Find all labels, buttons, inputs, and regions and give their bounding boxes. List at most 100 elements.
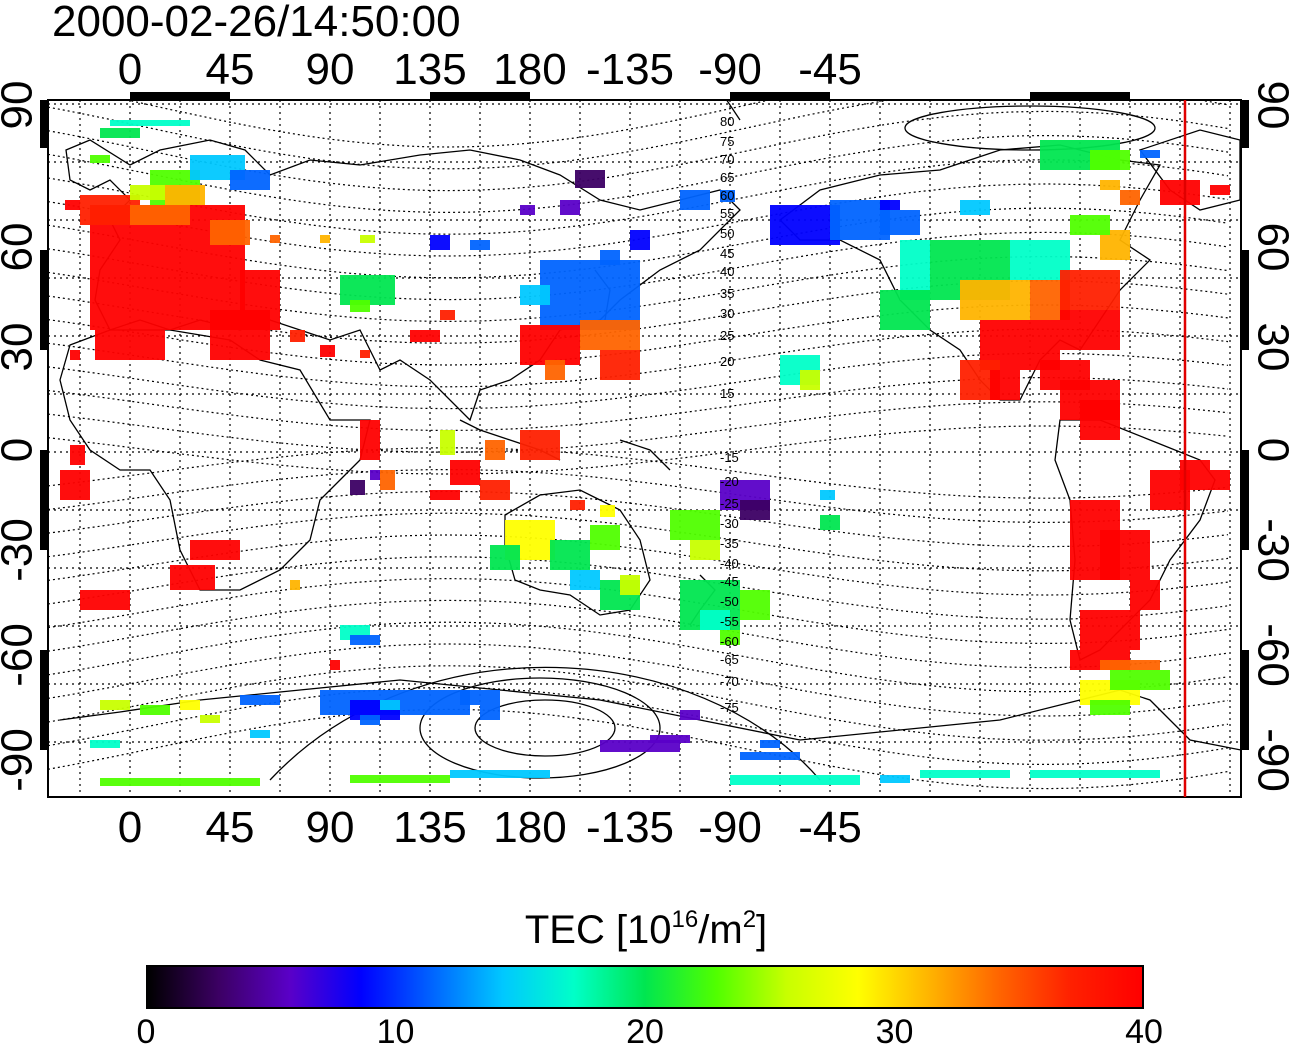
tec-cell bbox=[90, 740, 120, 748]
contour-label: 65 bbox=[720, 170, 734, 185]
contour-label: -35 bbox=[720, 536, 739, 551]
tec-cell bbox=[520, 205, 535, 215]
top-lon-tick: -90 bbox=[698, 45, 762, 94]
contour-label: 55 bbox=[720, 206, 734, 221]
colorbar-tick-label: 20 bbox=[626, 1013, 664, 1051]
tec-cell bbox=[960, 200, 990, 215]
tec-cell bbox=[70, 445, 85, 465]
tec-cell bbox=[1100, 530, 1150, 580]
colorbar-tick-label: 0 bbox=[136, 1013, 156, 1051]
tec-cell bbox=[210, 310, 270, 360]
bottom-lon-tick: 180 bbox=[493, 803, 566, 852]
tec-cell bbox=[360, 420, 380, 460]
tec-cell bbox=[520, 285, 550, 305]
tec-cell bbox=[100, 778, 260, 786]
tec-cell bbox=[1100, 180, 1120, 190]
tec-cell bbox=[880, 210, 920, 235]
tec-cell bbox=[165, 185, 205, 205]
top-lon-tick: 45 bbox=[206, 45, 255, 94]
tec-cell bbox=[575, 170, 605, 188]
tec-cell bbox=[360, 235, 375, 243]
contour-label: -40 bbox=[720, 556, 739, 571]
contour-label: 70 bbox=[720, 152, 734, 167]
tec-cell bbox=[480, 705, 500, 720]
tec-cell bbox=[290, 330, 305, 342]
tec-cell bbox=[65, 200, 80, 210]
tec-cell bbox=[820, 515, 840, 530]
tec-cell bbox=[360, 350, 370, 358]
contour-label: -15 bbox=[720, 450, 739, 465]
tec-cell bbox=[430, 235, 450, 250]
left-lat-tick: 30 bbox=[0, 323, 42, 372]
tec-cell bbox=[380, 470, 395, 490]
left-lat-tick: 60 bbox=[0, 223, 42, 272]
tec-cell bbox=[545, 360, 565, 380]
tec-cell bbox=[90, 155, 110, 163]
top-lon-tick: -45 bbox=[798, 45, 862, 94]
left-latitude-ticks: 90 60 30 0 -30 -60 -90 bbox=[0, 81, 42, 792]
tec-cell bbox=[485, 440, 505, 460]
tec-cell bbox=[320, 345, 335, 357]
tec-cell bbox=[370, 470, 380, 480]
tec-cell bbox=[650, 735, 690, 743]
frame-tick-bars bbox=[40, 92, 1249, 750]
top-lon-tick: 90 bbox=[306, 45, 355, 94]
bottom-longitude-ticks: 0 45 90 135 180 -135 -90 -45 bbox=[118, 803, 862, 852]
tec-cell bbox=[140, 705, 170, 715]
tec-cell bbox=[580, 320, 640, 350]
right-lat-tick: -30 bbox=[1248, 518, 1292, 582]
contour-label: 40 bbox=[720, 264, 734, 279]
tec-cell bbox=[740, 500, 770, 520]
tec-cell bbox=[690, 540, 720, 560]
tec-cell bbox=[250, 730, 270, 738]
tec-cell bbox=[1080, 610, 1140, 650]
tec-cell bbox=[110, 120, 190, 126]
tec-cell bbox=[760, 740, 780, 748]
right-lat-tick: 0 bbox=[1248, 438, 1292, 462]
tec-cell bbox=[540, 260, 640, 330]
tec-cell bbox=[1060, 270, 1120, 310]
tec-cell bbox=[880, 290, 930, 330]
contour-label: 50 bbox=[720, 226, 734, 241]
colorbar-label: TEC [1016/m2] bbox=[524, 906, 768, 953]
tec-cell bbox=[520, 430, 560, 460]
tec-cell bbox=[560, 200, 580, 215]
right-lat-tick: 30 bbox=[1248, 323, 1292, 372]
tec-cell bbox=[80, 590, 130, 610]
tec-cell bbox=[1090, 150, 1130, 170]
left-lat-tick: 0 bbox=[0, 438, 42, 462]
tec-cell bbox=[880, 775, 910, 783]
right-lat-tick: -60 bbox=[1248, 623, 1292, 687]
tec-cell bbox=[210, 220, 250, 245]
tec-cell bbox=[700, 610, 730, 630]
contour-label: 30 bbox=[720, 306, 734, 321]
tec-cell bbox=[590, 525, 620, 550]
contour-label: 15 bbox=[720, 386, 734, 401]
tec-cell bbox=[1210, 185, 1230, 195]
tec-cell bbox=[270, 235, 280, 243]
contour-label: 35 bbox=[720, 286, 734, 301]
tec-map: 80 75 70 65 60 55 50 45 40 35 30 25 20 15 -15 -20 -25 -30… bbox=[0, 45, 1292, 852]
colorbar-tick-label: 10 bbox=[376, 1013, 415, 1051]
top-lon-tick: 135 bbox=[393, 45, 466, 94]
bottom-lon-tick: -135 bbox=[586, 803, 674, 852]
tec-cell bbox=[200, 715, 220, 723]
tec-cell bbox=[320, 235, 330, 243]
tec-cell bbox=[430, 490, 460, 500]
tec-cell bbox=[350, 635, 380, 645]
tec-cell bbox=[410, 330, 440, 342]
tec-cell bbox=[1120, 190, 1140, 205]
contour-label: -55 bbox=[720, 614, 739, 629]
tec-cell bbox=[960, 280, 1030, 320]
tec-cell bbox=[800, 370, 820, 390]
tec-cell bbox=[440, 430, 455, 455]
tec-cell bbox=[820, 490, 835, 500]
tec-cell bbox=[190, 540, 240, 560]
tec-cell bbox=[1100, 660, 1160, 670]
tec-cell bbox=[480, 480, 510, 500]
left-lat-tick: 90 bbox=[0, 81, 42, 130]
tec-cell bbox=[180, 700, 200, 710]
tec-cell bbox=[730, 775, 860, 785]
tec-cell bbox=[95, 330, 165, 360]
tec-cell bbox=[570, 570, 600, 590]
